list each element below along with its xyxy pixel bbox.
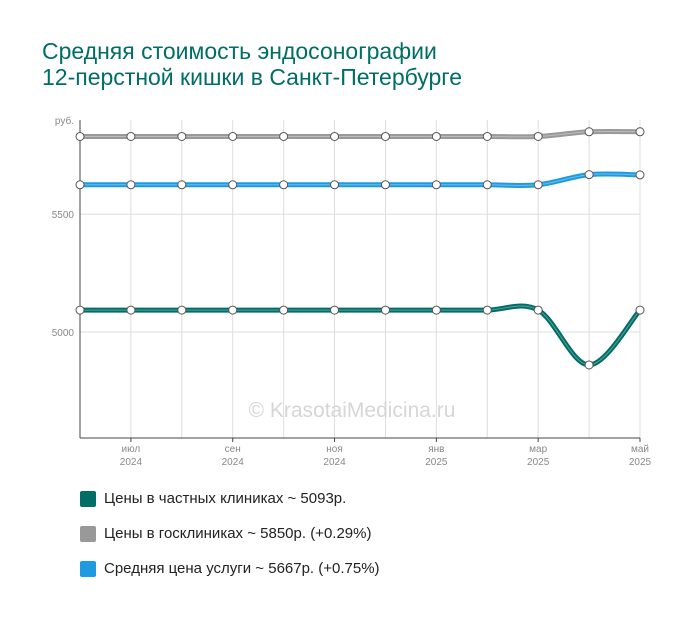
data-point-average <box>431 180 441 190</box>
data-point-public <box>431 131 441 141</box>
data-point-average <box>75 180 85 190</box>
data-point-average <box>330 180 340 190</box>
data-point-private <box>635 305 645 315</box>
data-point-private <box>380 305 390 315</box>
data-point-public <box>75 131 85 141</box>
x-tick-label-year: 2025 <box>425 457 448 468</box>
grid-layer <box>79 120 641 438</box>
data-point-average <box>482 180 492 190</box>
data-point-average <box>177 180 187 190</box>
y-axis-unit-label: руб. <box>55 115 74 127</box>
data-point-private <box>177 305 187 315</box>
data-point-average <box>533 180 543 190</box>
point-layer <box>75 127 645 370</box>
chart-title: Средняя стоимость эндосонографии 12-перс… <box>42 38 462 90</box>
legend-swatch-public <box>80 526 96 542</box>
series-line-private <box>77 303 643 368</box>
legend-swatch-average <box>80 561 96 577</box>
data-point-public <box>584 127 594 137</box>
data-point-private <box>279 305 289 315</box>
data-point-average <box>279 180 289 190</box>
data-point-private <box>482 305 492 315</box>
y-tick-label: 5500 <box>52 210 75 221</box>
data-point-private <box>584 360 594 370</box>
legend-label-private: Цены в частных клиниках ~ 5093р. <box>104 490 347 507</box>
data-point-public <box>279 131 289 141</box>
chart-title-line-2: 12-перстной кишки в Санкт-Петербурге <box>42 64 462 90</box>
x-tick-label-month: май <box>631 444 649 455</box>
x-tick-label-year: 2024 <box>323 457 346 468</box>
data-point-public <box>533 131 543 141</box>
x-tick-label-year: 2025 <box>527 457 550 468</box>
data-point-public <box>635 127 645 137</box>
x-tick-label-month: июл <box>122 444 141 455</box>
data-point-average <box>584 170 594 180</box>
data-point-average <box>380 180 390 190</box>
x-tick-label-year: 2025 <box>629 457 652 468</box>
x-tick-label-month: янв <box>428 444 444 455</box>
legend-swatch-private <box>80 491 96 507</box>
y-tick-label: 5000 <box>52 328 75 339</box>
x-tick-label-month: ноя <box>326 444 343 455</box>
x-tick-label-month: сен <box>225 444 241 455</box>
data-point-average <box>228 180 238 190</box>
data-point-public <box>126 131 136 141</box>
watermark: © KrasotaiMedicina.ru <box>249 399 456 422</box>
axis-layer: руб. 5000 5500 июл 2024 сен 2024 ноя 2024 янв 2025… <box>52 115 652 468</box>
data-point-private <box>431 305 441 315</box>
data-point-public <box>482 131 492 141</box>
data-point-public <box>330 131 340 141</box>
x-tick-label-month: мар <box>529 444 547 455</box>
series-line-average <box>77 171 643 189</box>
x-tick-label-year: 2024 <box>222 457 245 468</box>
legend-label-average: Средняя цена услуги ~ 5667р. (+0.75%) <box>104 560 380 577</box>
data-point-public <box>177 131 187 141</box>
series-layer <box>77 128 643 368</box>
data-point-private <box>126 305 136 315</box>
data-point-private <box>330 305 340 315</box>
legend-label-public: Цены в госклиниках ~ 5850р. (+0.29%) <box>104 525 372 542</box>
data-point-average <box>635 170 645 180</box>
series-line-highlight-private <box>80 305 641 366</box>
chart-title-line-1: Средняя стоимость эндосонографии <box>42 38 437 64</box>
data-point-private <box>228 305 238 315</box>
data-point-average <box>126 180 136 190</box>
data-point-public <box>228 131 238 141</box>
x-tick-label-year: 2024 <box>120 457 143 468</box>
data-point-private <box>75 305 85 315</box>
data-point-private <box>533 305 543 315</box>
data-point-public <box>380 131 390 141</box>
